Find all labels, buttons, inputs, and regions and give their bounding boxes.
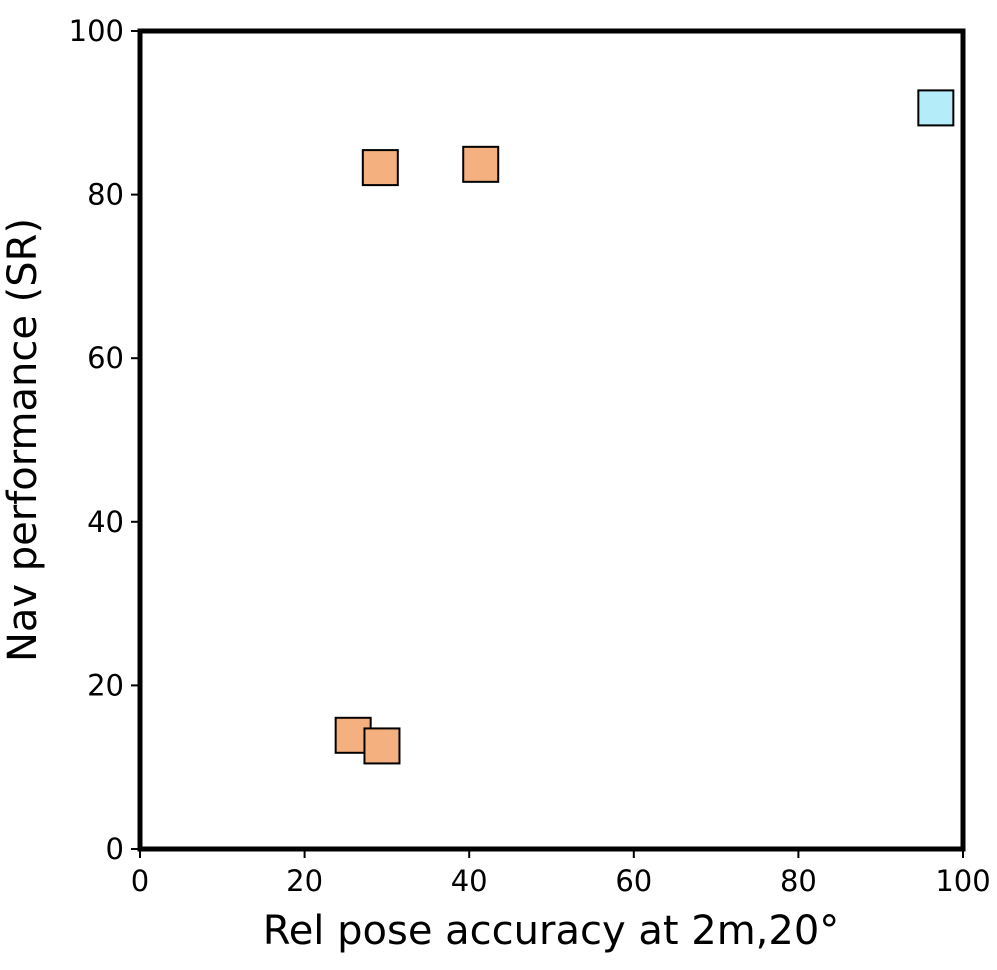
x-tick-label: 0 bbox=[131, 864, 149, 898]
y-tick-label: 60 bbox=[87, 341, 124, 375]
point bbox=[917, 89, 955, 127]
y-tick-label: 0 bbox=[106, 832, 124, 866]
point bbox=[363, 727, 401, 765]
x-axis-label: Rel pose accuracy at 2m,20° bbox=[263, 908, 840, 954]
x-tick-label: 20 bbox=[286, 864, 323, 898]
point bbox=[361, 149, 399, 187]
plot-frame bbox=[137, 28, 966, 852]
point bbox=[462, 145, 500, 183]
y-tick-label: 20 bbox=[87, 668, 124, 702]
y-axis-label: Nav performance (SR) bbox=[0, 218, 46, 662]
x-tick-label: 80 bbox=[780, 864, 817, 898]
y-tick-label: 40 bbox=[87, 505, 124, 539]
y-tick-label: 80 bbox=[87, 178, 124, 212]
x-tick-label: 40 bbox=[451, 864, 488, 898]
x-tick-label: 60 bbox=[615, 864, 652, 898]
y-tick-label: 100 bbox=[69, 14, 124, 48]
x-tick-label: 100 bbox=[935, 864, 990, 898]
